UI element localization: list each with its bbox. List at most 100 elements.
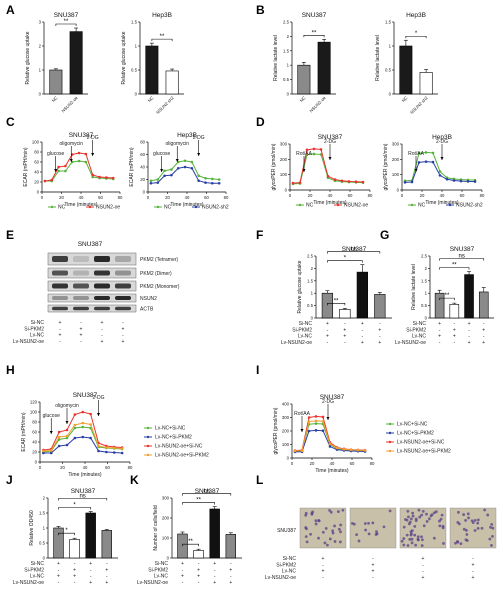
treatment-cell: +	[326, 334, 329, 340]
treatment-cell: +	[378, 327, 381, 333]
bar	[101, 530, 113, 559]
y-tick-label: 2.5	[307, 254, 314, 259]
data-point	[84, 160, 88, 164]
treatment-row-label: Lv-NC	[298, 334, 313, 340]
treatment-cell: -	[230, 574, 232, 580]
data-point	[211, 177, 214, 181]
data-point	[149, 179, 153, 183]
y-tick-label: 2	[43, 496, 46, 501]
stained-cell	[400, 539, 404, 543]
stained-cell	[314, 519, 318, 523]
bar	[317, 41, 331, 95]
treatment-cell: -	[379, 334, 381, 340]
x-tick-label: 80	[480, 193, 485, 198]
x-axis-label: Time (minutes)	[170, 202, 203, 208]
chart-title: SNU387	[342, 246, 367, 253]
significance-label: **	[312, 30, 317, 36]
treatment-cell: -	[230, 561, 232, 567]
treatment-cell: +	[361, 340, 364, 346]
panel-label-G: G	[380, 228, 389, 242]
arrow-head	[440, 157, 444, 160]
legend-label: NSUN2-sh2	[202, 205, 229, 211]
stained-cell	[406, 509, 410, 513]
data-point	[97, 444, 100, 448]
chart-title: SNU387	[73, 392, 98, 399]
data-point	[156, 181, 160, 184]
y-tick-label: 0	[143, 190, 146, 195]
injection-label: 2-DG	[322, 399, 334, 405]
x-tick-label: 40	[79, 195, 84, 200]
treatment-cell: +	[372, 569, 375, 575]
data-point	[466, 180, 470, 183]
arrow-head	[300, 429, 304, 432]
bar	[145, 45, 159, 95]
treatment-cell: +	[229, 567, 232, 573]
y-tick-label: 0.5	[385, 68, 392, 73]
significance-label: **	[188, 539, 193, 545]
stained-cell	[304, 535, 308, 539]
stained-cell	[367, 532, 371, 536]
data-point	[424, 160, 428, 163]
y-tick-label: 0.5	[307, 303, 314, 308]
stained-cell	[418, 515, 422, 519]
stained-cell	[413, 524, 417, 528]
y-axis-label: Relative lactate level	[375, 35, 381, 81]
data-point	[307, 420, 311, 423]
treatment-cell: +	[372, 562, 375, 568]
x-tick-label: NC	[401, 95, 409, 103]
stained-cell	[465, 539, 469, 542]
x-tick-label: 20	[420, 193, 425, 198]
blot-band	[115, 306, 131, 311]
treatment-cell: -	[453, 340, 455, 346]
panel-label-D: D	[256, 115, 265, 129]
arrow-head	[160, 169, 164, 172]
treatment-cell: -	[439, 340, 441, 346]
x-tick-label: NSUN2-oe	[61, 95, 80, 114]
data-point	[305, 148, 309, 152]
x-tick-label: 40	[330, 461, 335, 466]
y-tick-label: 0	[43, 556, 46, 561]
data-point	[73, 436, 77, 440]
legend-label: NC	[306, 203, 314, 209]
stained-cell	[371, 521, 375, 525]
data-point	[333, 178, 337, 181]
blot-band	[52, 296, 68, 300]
treatment-cell: -	[90, 574, 92, 580]
x-tick-label: 0	[147, 195, 150, 200]
y-tick-label: 80	[34, 150, 39, 155]
panel-label-F: F	[256, 228, 263, 242]
y-axis-label: ECAR (mPH/min)	[129, 147, 135, 187]
significance-label: **	[445, 293, 450, 299]
stained-cell	[420, 513, 424, 517]
treatment-cell: -	[322, 575, 324, 581]
treatment-cell: -	[483, 321, 485, 327]
y-tick-label: 1.5	[307, 278, 314, 283]
treatment-cell: +	[468, 321, 471, 327]
y-axis-label: Relative glucose uptake	[25, 31, 31, 84]
y-tick-label: 300	[162, 496, 170, 501]
data-point	[77, 159, 81, 163]
stained-cell	[416, 535, 420, 539]
data-point	[340, 179, 344, 183]
y-tick-label: 300	[280, 142, 288, 147]
treatment-row-label: Si-NC	[299, 321, 313, 327]
data-point	[81, 425, 85, 429]
stained-cell	[462, 527, 466, 531]
y-tick-label: 1	[135, 44, 138, 49]
blot-band	[94, 306, 110, 311]
data-point	[81, 435, 85, 439]
significance-bracket	[55, 23, 77, 26]
data-point	[321, 419, 325, 423]
x-tick-label: 0	[41, 195, 44, 200]
treatment-cell: -	[483, 334, 485, 340]
stained-cell	[454, 541, 457, 545]
stained-cell	[425, 512, 428, 516]
stained-cell	[432, 536, 436, 540]
data-point	[473, 180, 477, 183]
stained-cell	[466, 512, 470, 516]
data-point	[361, 180, 365, 184]
stained-cell	[375, 530, 378, 534]
stained-cell	[382, 525, 386, 529]
stained-cell	[420, 535, 423, 539]
data-point	[57, 435, 61, 439]
